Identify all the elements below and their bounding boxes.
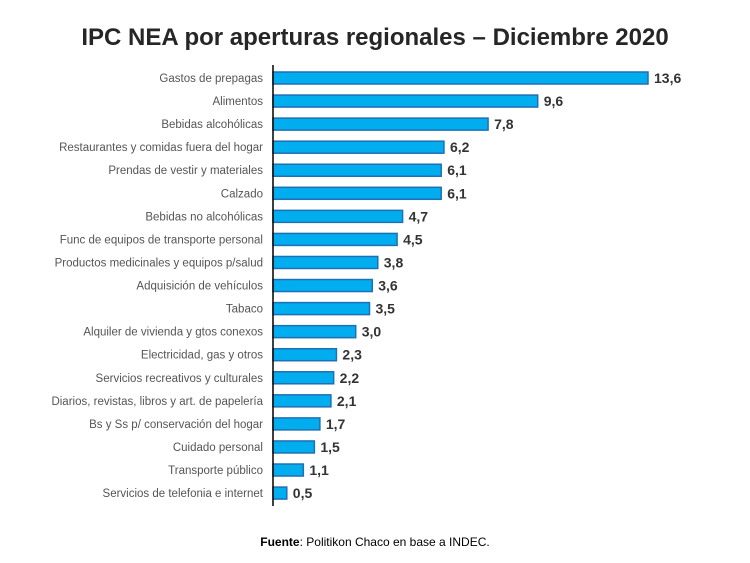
data-label: 1,5 xyxy=(320,439,340,455)
data-label: 4,7 xyxy=(409,208,429,224)
data-label: 0,5 xyxy=(293,485,313,501)
data-label: 2,1 xyxy=(337,393,357,409)
category-label: Tabaco xyxy=(226,304,263,316)
data-label: 3,5 xyxy=(376,301,396,317)
data-label: 13,6 xyxy=(654,70,681,86)
data-label: 3,6 xyxy=(378,278,398,294)
bar xyxy=(272,371,335,385)
category-label: Alquiler de vivienda y gtos conexos xyxy=(83,327,263,339)
source-text: : Politikon Chaco en base a INDEC. xyxy=(299,535,490,549)
bar xyxy=(272,324,357,339)
bar xyxy=(272,301,371,316)
category-label: Productos medicinales y equipos p/salud xyxy=(55,257,263,269)
category-label: Bebidas alcohólicas xyxy=(161,119,263,131)
bar xyxy=(272,440,316,454)
data-label: 7,8 xyxy=(494,116,514,132)
category-label: Gastos de prepagas xyxy=(159,73,263,85)
category-label: Restaurantes y comidas fuera del hogar xyxy=(59,142,263,154)
bar xyxy=(272,278,374,293)
data-label: 6,1 xyxy=(447,185,467,201)
category-label: Prendas de vestir y materiales xyxy=(108,165,263,177)
data-label: 2,2 xyxy=(340,370,360,386)
data-label: 3,0 xyxy=(362,324,382,340)
category-label: Servicios recreativos y culturales xyxy=(96,373,264,385)
category-label: Bebidas no alcohólicas xyxy=(145,211,263,223)
category-label: Bs y Ss p/ conservación del hogar xyxy=(89,419,263,431)
category-label: Electricidad, gas y otros xyxy=(141,350,263,362)
data-label: 4,5 xyxy=(403,231,423,247)
bar xyxy=(272,417,321,431)
data-label: 6,2 xyxy=(450,139,470,155)
data-label: 3,8 xyxy=(384,254,404,270)
bar xyxy=(272,186,442,201)
source-label: Fuente xyxy=(260,535,300,549)
source-note: Fuente: Politikon Chaco en base a INDEC. xyxy=(0,535,750,549)
category-label: Adquisición de vehículos xyxy=(136,281,263,293)
data-label: 2,3 xyxy=(342,347,362,363)
bar-chart: Gastos de prepagas 13,6 Alimentos 9,6 Bebida… xyxy=(51,65,681,506)
bar xyxy=(272,255,379,270)
category-label: Calzado xyxy=(221,188,263,200)
bar xyxy=(272,463,305,477)
category-label: Diarios, revistas, libros y art. de pape… xyxy=(51,396,263,408)
chart-title: IPC NEA por aperturas regionales – Dicie… xyxy=(81,24,669,51)
bar xyxy=(272,140,445,154)
data-label: 6,1 xyxy=(447,162,467,178)
bar xyxy=(272,486,288,500)
bar xyxy=(272,347,338,362)
bar xyxy=(272,394,332,408)
bar xyxy=(272,71,649,85)
category-label: Cuidado personal xyxy=(173,442,263,454)
bar xyxy=(272,117,489,131)
data-label: 9,6 xyxy=(544,93,564,109)
data-label: 1,7 xyxy=(326,416,346,432)
category-label: Alimentos xyxy=(213,96,264,108)
category-label: Transporte público xyxy=(168,465,263,477)
bar xyxy=(272,163,442,177)
category-label: Func de equipos de transporte personal xyxy=(60,234,263,246)
bar xyxy=(272,232,398,247)
bar xyxy=(272,209,404,224)
data-label: 1,1 xyxy=(309,462,329,478)
bar xyxy=(272,94,539,108)
category-label: Servicios de telefonia e internet xyxy=(103,488,264,500)
